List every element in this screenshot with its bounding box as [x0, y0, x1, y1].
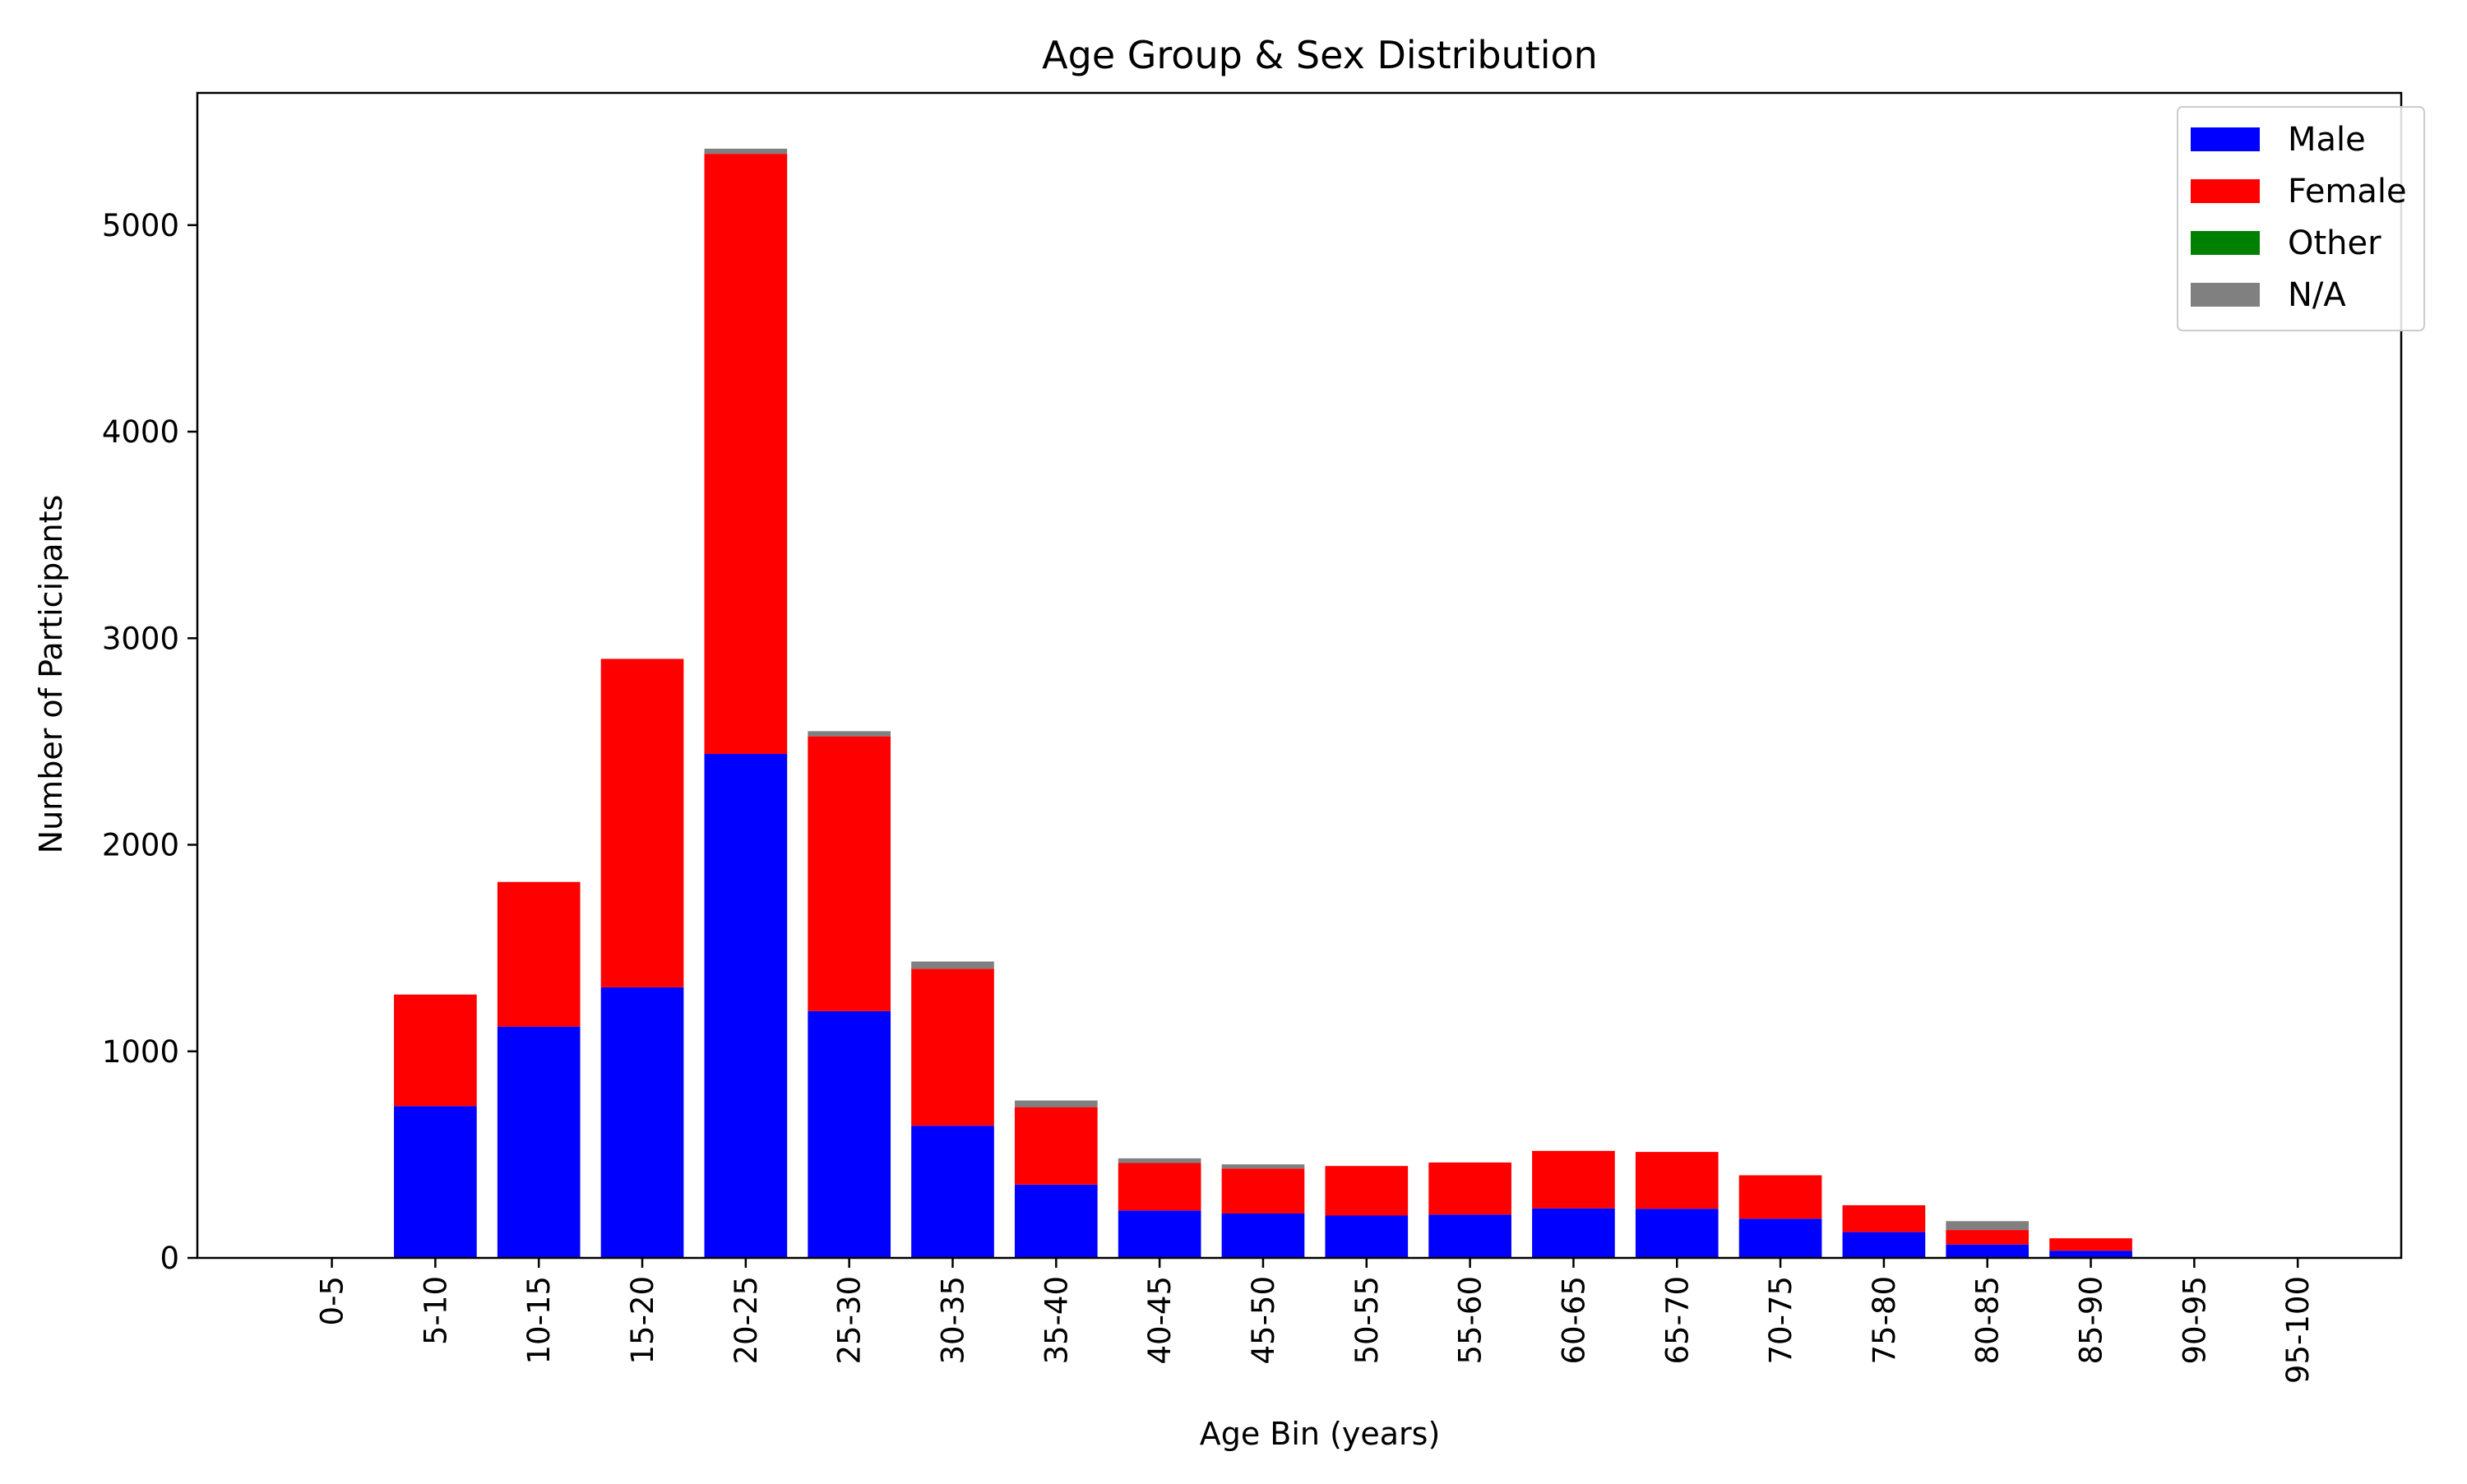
bar-male-55-60 — [1428, 1214, 1511, 1258]
x-tick-label: 70-75 — [1763, 1276, 1798, 1365]
bar-male-60-65 — [1532, 1208, 1615, 1258]
bar-female-45-50 — [1221, 1168, 1305, 1214]
bar-male-85-90 — [2049, 1251, 2132, 1258]
bar-na-30-35 — [911, 961, 994, 969]
x-tick-label: 35-40 — [1039, 1276, 1074, 1365]
x-tick-label: 95-100 — [2280, 1276, 2316, 1384]
bar-na-45-50 — [1221, 1164, 1305, 1169]
plot-frame — [196, 91, 2403, 1260]
bar-female-80-85 — [1946, 1230, 2030, 1245]
y-tick-label: 3000 — [102, 621, 179, 656]
bar-male-45-50 — [1221, 1213, 1305, 1258]
legend-swatch-na — [2191, 283, 2260, 307]
x-tick-label: 20-25 — [729, 1276, 764, 1365]
x-tick-label: 40-45 — [1142, 1276, 1178, 1365]
y-axis-label: Number of Participants — [33, 495, 69, 854]
legend-label-na: N/A — [2288, 276, 2346, 314]
x-axis-label: Age Bin (years) — [1200, 1416, 1441, 1452]
x-tick-label: 5-10 — [418, 1276, 453, 1345]
legend-swatch-female — [2191, 179, 2260, 203]
legend-label-male: Male — [2288, 121, 2366, 159]
bar-female-25-30 — [808, 736, 891, 1011]
y-tick-label: 5000 — [102, 208, 179, 243]
legend-label-other: Other — [2288, 224, 2381, 262]
bar-male-70-75 — [1738, 1218, 1822, 1258]
bar-male-40-45 — [1118, 1210, 1201, 1258]
x-tick-label: 25-30 — [832, 1276, 868, 1365]
bar-female-70-75 — [1738, 1175, 1822, 1219]
legend-label-female: Female — [2288, 173, 2407, 210]
bar-male-50-55 — [1325, 1215, 1409, 1258]
x-tick-label: 60-65 — [1556, 1276, 1591, 1365]
bar-male-15-20 — [600, 987, 684, 1258]
legend: Male Female Other N/A — [2177, 106, 2425, 331]
x-tick-label: 0-5 — [315, 1276, 350, 1325]
bar-female-10-15 — [497, 881, 581, 1027]
bar-female-55-60 — [1428, 1162, 1511, 1215]
bar-na-35-40 — [1014, 1100, 1098, 1107]
legend-box — [2177, 106, 2425, 331]
bar-na-80-85 — [1946, 1221, 2030, 1231]
axes-layer: 0 1000 2000 3000 4000 5000 0-5 5-10 10-15 15-20 20… — [102, 91, 2403, 1384]
y-tick-label: 2000 — [102, 828, 179, 863]
x-tick-label: 85-90 — [2074, 1276, 2109, 1365]
bar-na-25-30 — [808, 731, 891, 737]
x-tick-label: 50-55 — [1349, 1276, 1385, 1365]
bars-layer — [394, 148, 2132, 1258]
bar-female-5-10 — [394, 994, 477, 1107]
bar-male-80-85 — [1946, 1244, 2030, 1258]
x-tick-label: 90-95 — [2177, 1276, 2212, 1365]
bar-na-40-45 — [1118, 1158, 1201, 1163]
bar-male-35-40 — [1014, 1184, 1098, 1258]
x-tick-label: 15-20 — [625, 1276, 660, 1365]
y-tick-label: 0 — [160, 1241, 179, 1276]
bar-female-35-40 — [1014, 1107, 1098, 1185]
bar-female-50-55 — [1325, 1166, 1409, 1216]
bar-female-75-80 — [1842, 1204, 1926, 1232]
bar-na-20-25 — [704, 148, 788, 155]
bar-female-65-70 — [1635, 1152, 1719, 1209]
bar-male-10-15 — [497, 1026, 581, 1258]
bar-male-30-35 — [911, 1126, 994, 1258]
legend-swatch-other — [2191, 231, 2260, 255]
bar-male-75-80 — [1842, 1232, 1926, 1258]
bar-female-20-25 — [704, 154, 788, 754]
x-tick-label: 80-85 — [1970, 1276, 2006, 1365]
bar-male-25-30 — [808, 1010, 891, 1258]
bar-female-60-65 — [1532, 1150, 1615, 1209]
bar-female-30-35 — [911, 969, 994, 1126]
x-tick-label: 65-70 — [1659, 1276, 1695, 1365]
bar-female-40-45 — [1118, 1163, 1201, 1211]
chart-title: Age Group & Sex Distribution — [1042, 33, 1598, 77]
x-tick-label: 30-35 — [936, 1276, 971, 1365]
bar-female-85-90 — [2049, 1238, 2132, 1251]
x-tick-label: 55-60 — [1453, 1276, 1488, 1365]
bar-male-20-25 — [704, 753, 788, 1258]
bar-male-65-70 — [1635, 1209, 1719, 1258]
x-tick-label: 75-80 — [1867, 1276, 1902, 1365]
x-tick-label: 45-50 — [1246, 1276, 1281, 1365]
legend-swatch-male — [2191, 127, 2260, 151]
bar-male-5-10 — [394, 1106, 477, 1258]
y-tick-label: 1000 — [102, 1034, 179, 1070]
bar-female-15-20 — [600, 659, 684, 987]
y-tick-label: 4000 — [102, 414, 179, 450]
x-tick-label: 10-15 — [521, 1276, 557, 1365]
